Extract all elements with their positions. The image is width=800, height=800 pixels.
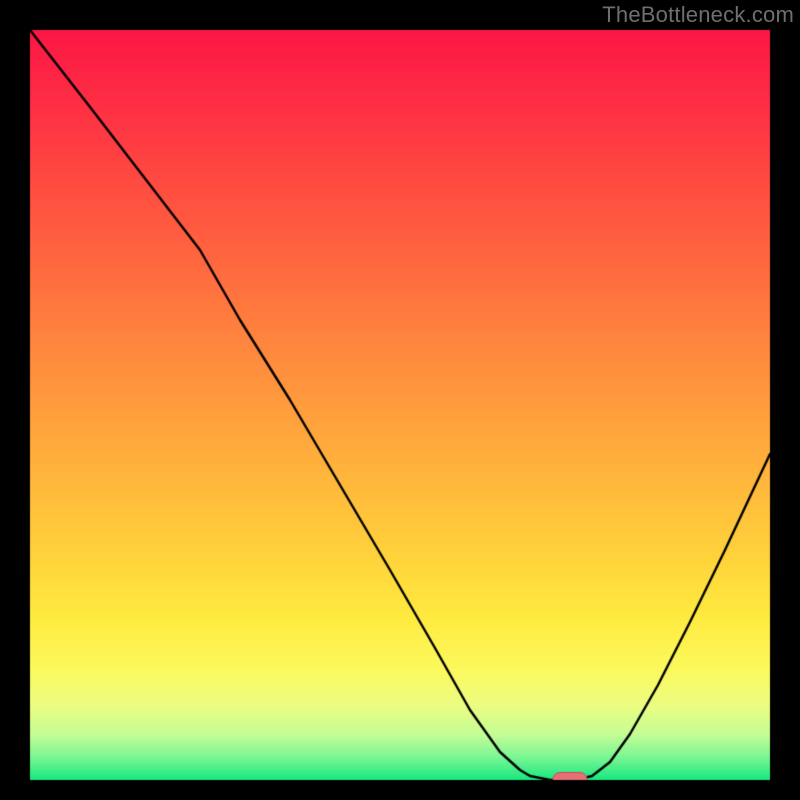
bottleneck-curve-plot [0,0,800,800]
chart-root: TheBottleneck.com [0,0,800,800]
